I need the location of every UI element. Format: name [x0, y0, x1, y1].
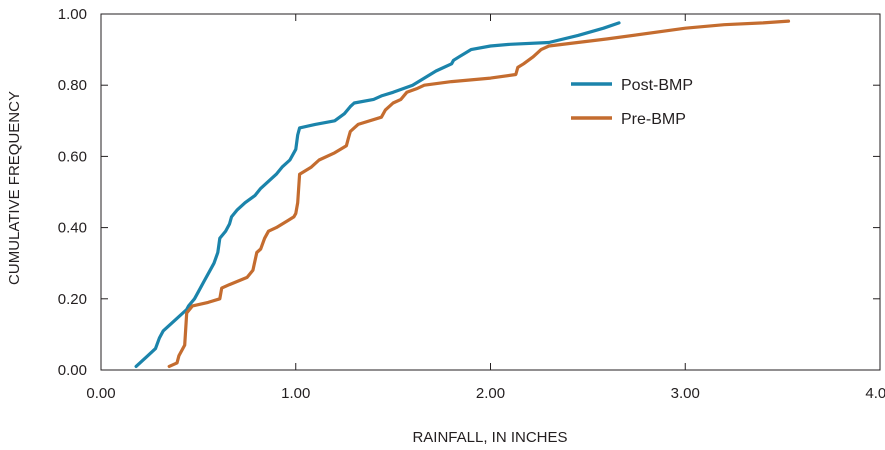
y-tick-label: 0.80	[58, 77, 87, 94]
x-axis: 0.00 1.00 2.00 3.00 4.00	[86, 14, 885, 402]
x-axis-title: RAINFALL, IN INCHES	[412, 429, 567, 446]
y-tick-label: 0.60	[58, 148, 87, 165]
y-axis-title: CUMULATIVE FREQUENCY	[6, 91, 23, 285]
y-tick-label: 1.00	[58, 6, 87, 23]
y-axis: 0.00 0.20 0.40 0.60 0.80 1.00	[58, 6, 880, 379]
series-line-pre-bmp	[167, 19, 791, 368]
y-tick-label: 0.40	[58, 220, 87, 237]
y-tick-label: 0.20	[58, 291, 87, 308]
legend-label: Pre-BMP	[621, 111, 686, 128]
x-tick-label: 4.00	[865, 385, 885, 402]
legend: Post-BMP Pre-BMP	[571, 77, 693, 128]
x-tick-label: 2.00	[476, 385, 505, 402]
series-line-post-bmp	[134, 21, 621, 368]
plot-frame	[100, 13, 881, 371]
series-layer	[134, 19, 791, 368]
x-tick-label: 1.00	[281, 385, 310, 402]
legend-label: Post-BMP	[621, 77, 693, 94]
x-tick-label: 0.00	[86, 385, 115, 402]
x-tick-label: 3.00	[671, 385, 700, 402]
y-tick-label: 0.00	[58, 362, 87, 379]
